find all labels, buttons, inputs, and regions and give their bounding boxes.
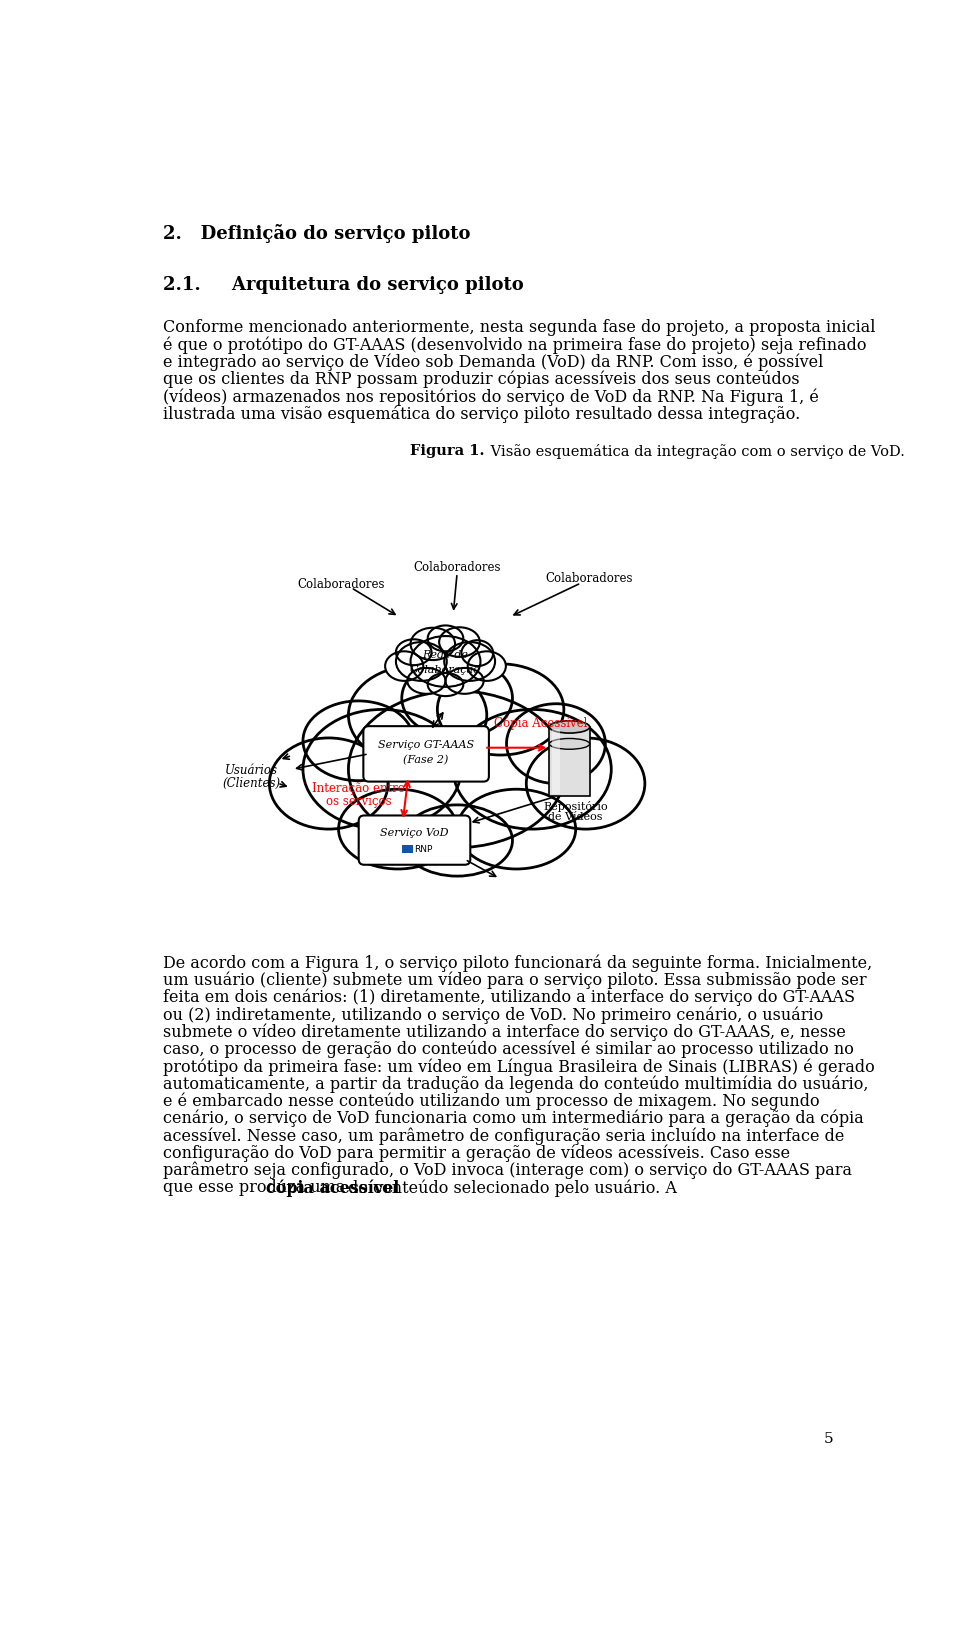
Text: acessível. Nesse caso, um parâmetro de configuração seria incluído na interface : acessível. Nesse caso, um parâmetro de c… [162, 1127, 844, 1145]
Ellipse shape [348, 665, 487, 766]
Text: os serviços: os serviços [325, 795, 392, 808]
Text: é que o protótipo do GT-AAAS (desenvolvido na primeira fase do projeto) seja ref: é que o protótipo do GT-AAAS (desenvolvi… [162, 337, 866, 353]
Text: Repositório: Repositório [543, 800, 608, 812]
Ellipse shape [303, 702, 414, 780]
Text: submete o vídeo diretamente utilizando a interface do serviço do GT-AAAS, e, nes: submete o vídeo diretamente utilizando a… [162, 1024, 846, 1042]
Text: feita em dois cenários: (1) diretamente, utilizando a interface do serviço do GT: feita em dois cenários: (1) diretamente,… [162, 989, 854, 1006]
Ellipse shape [549, 721, 589, 733]
FancyBboxPatch shape [552, 729, 561, 794]
Ellipse shape [402, 659, 513, 738]
Text: 5: 5 [824, 1433, 833, 1446]
Text: 2.   Definição do serviço piloto: 2. Definição do serviço piloto [162, 223, 470, 243]
Text: Figura 1.: Figura 1. [410, 444, 484, 458]
Ellipse shape [428, 674, 464, 697]
Text: ilustrada uma visão esquemática do serviço piloto resultado dessa integração.: ilustrada uma visão esquemática do servi… [162, 406, 800, 422]
Ellipse shape [385, 651, 423, 680]
Ellipse shape [462, 641, 493, 665]
Ellipse shape [407, 669, 445, 693]
Ellipse shape [438, 664, 564, 756]
Text: Rede de: Rede de [422, 651, 468, 660]
Text: e é embarcado nesse conteúdo utilizando um processo de mixagem. No segundo: e é embarcado nesse conteúdo utilizando … [162, 1093, 819, 1111]
Text: e integrado ao serviço de Vídeo sob Demanda (VoD) da RNP. Com isso, é possível: e integrado ao serviço de Vídeo sob Dema… [162, 353, 823, 371]
FancyBboxPatch shape [359, 815, 470, 864]
Ellipse shape [445, 669, 484, 693]
Text: Colaboradores: Colaboradores [414, 560, 501, 573]
Text: De acordo com a Figura 1, o serviço piloto funcionará da seguinte forma. Inicial: De acordo com a Figura 1, o serviço pilo… [162, 955, 872, 971]
Text: Colaboradores: Colaboradores [298, 578, 385, 591]
Text: ou (2) indiretamente, utilizando o serviço de VoD. No primeiro cenário, o usuári: ou (2) indiretamente, utilizando o servi… [162, 1006, 823, 1024]
FancyBboxPatch shape [363, 726, 489, 782]
FancyBboxPatch shape [549, 726, 589, 797]
Ellipse shape [270, 738, 388, 830]
Text: (Fase 2): (Fase 2) [403, 754, 449, 766]
Ellipse shape [444, 642, 495, 680]
Ellipse shape [549, 738, 589, 749]
Text: Conforme mencionado anteriormente, nesta segunda fase do projeto, a proposta ini: Conforme mencionado anteriormente, nesta… [162, 319, 876, 335]
Text: caso, o processo de geração do conteúdo acessível é similar ao processo utilizad: caso, o processo de geração do conteúdo … [162, 1040, 853, 1058]
Text: configuração do VoD para permitir a geração de vídeos acessíveis. Caso esse: configuração do VoD para permitir a gera… [162, 1145, 790, 1162]
Ellipse shape [457, 789, 576, 869]
Ellipse shape [411, 636, 480, 687]
Bar [402, 845, 413, 853]
Text: automaticamente, a partir da tradução da legenda do conteúdo multimídia do usuár: automaticamente, a partir da tradução da… [162, 1076, 868, 1093]
Text: (vídeos) armazenados nos repositórios do serviço de VoD da RNP. Na Figura 1, é: (vídeos) armazenados nos repositórios do… [162, 388, 819, 406]
Text: Interação entre: Interação entre [312, 782, 405, 795]
Text: do conteúdo selecionado pelo usuário. A: do conteúdo selecionado pelo usuário. A [344, 1180, 678, 1196]
Text: Visão esquemática da integração com o serviço de VoD.: Visão esquemática da integração com o se… [486, 444, 904, 460]
Ellipse shape [303, 710, 461, 830]
Ellipse shape [339, 789, 457, 869]
Ellipse shape [468, 651, 506, 680]
Text: Usuários: Usuários [226, 764, 278, 777]
Text: cópia acessível: cópia acessível [266, 1180, 399, 1196]
Text: de Vídeos: de Vídeos [548, 812, 603, 823]
Ellipse shape [526, 738, 645, 830]
Ellipse shape [428, 626, 464, 651]
Text: RNP: RNP [415, 845, 433, 854]
Text: cenário, o serviço de VoD funcionaria como um intermediário para a geração da có: cenário, o serviço de VoD funcionaria co… [162, 1111, 863, 1127]
Text: Colaboração: Colaboração [410, 664, 481, 675]
Text: que os clientes da RNP possam produzir cópias acessíveis dos seus conteúdos: que os clientes da RNP possam produzir c… [162, 371, 800, 388]
Text: protótipo da primeira fase: um vídeo em Língua Brasileira de Sinais (LIBRAS) é g: protótipo da primeira fase: um vídeo em … [162, 1058, 875, 1076]
Text: parâmetro seja configurado, o VoD invoca (interage com) o serviço do GT-AAAS par: parâmetro seja configurado, o VoD invoca… [162, 1162, 852, 1180]
Text: (Clientes): (Clientes) [223, 777, 281, 790]
Ellipse shape [439, 628, 480, 657]
Ellipse shape [507, 703, 606, 784]
Text: Colaboradores: Colaboradores [545, 572, 633, 585]
Ellipse shape [396, 642, 446, 680]
Text: 2.1.     Arquitetura do serviço piloto: 2.1. Arquitetura do serviço piloto [162, 276, 523, 294]
Text: um usuário (cliente) submete um vídeo para o serviço piloto. Essa submissão pode: um usuário (cliente) submete um vídeo pa… [162, 971, 866, 989]
Ellipse shape [411, 628, 455, 660]
Ellipse shape [402, 805, 513, 876]
Text: Serviço VoD: Serviço VoD [380, 828, 448, 838]
Ellipse shape [348, 692, 565, 848]
Text: Serviço GT-AAAS: Serviço GT-AAAS [378, 741, 474, 751]
Text: que esse produza uma: que esse produza uma [162, 1180, 345, 1196]
Text: Cópia Acessível: Cópia Acessível [493, 716, 587, 729]
Ellipse shape [396, 639, 431, 665]
Ellipse shape [453, 710, 612, 830]
